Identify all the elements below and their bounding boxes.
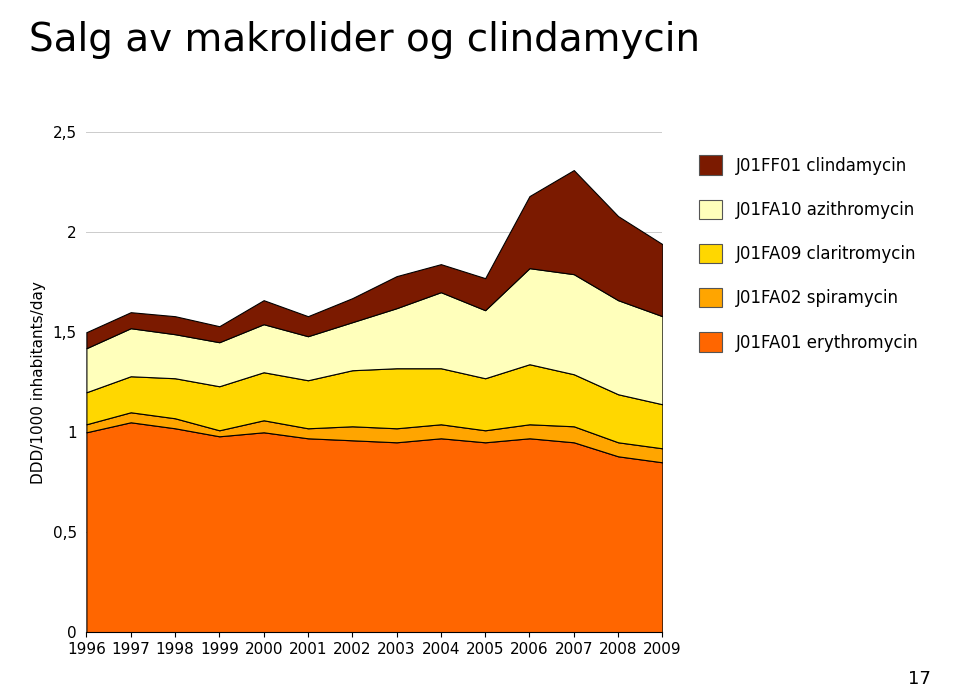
- Y-axis label: DDD/1000 inhabitants/day: DDD/1000 inhabitants/day: [31, 281, 46, 484]
- Text: 17: 17: [908, 670, 931, 688]
- Legend: J01FF01 clindamycin, J01FA10 azithromycin, J01FA09 claritromycin, J01FA02 spiram: J01FF01 clindamycin, J01FA10 azithromyci…: [694, 150, 924, 357]
- Text: Salg av makrolider og clindamycin: Salg av makrolider og clindamycin: [29, 21, 700, 59]
